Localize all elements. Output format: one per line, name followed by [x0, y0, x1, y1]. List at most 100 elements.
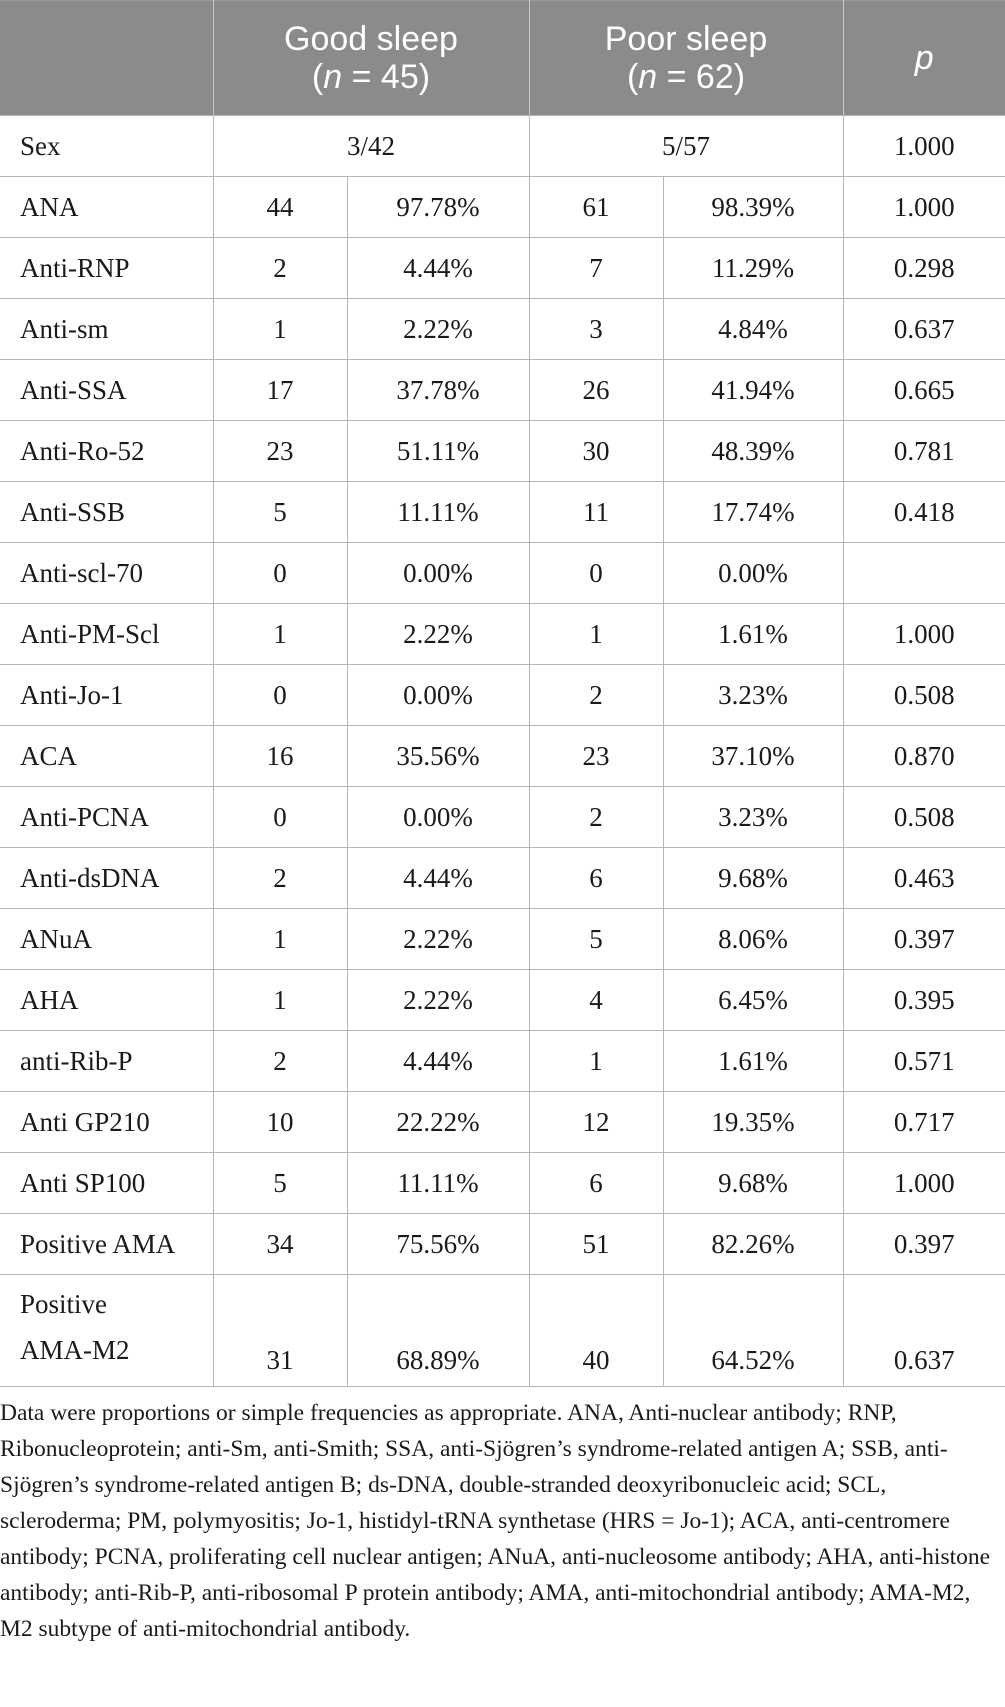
good-sleep-count: 5 — [212, 481, 348, 543]
poor-sleep-percent: 64.52% — [662, 1274, 844, 1387]
good-sleep-count: 0 — [212, 664, 348, 726]
poor-sleep-percent: 82.26% — [662, 1213, 844, 1275]
good-sleep-count: 1 — [212, 603, 348, 665]
good-sleep-percent: 0.00% — [346, 786, 530, 848]
good-sleep-count: 1 — [212, 969, 348, 1031]
table-row: Anti-dsDNA 2 4.44% 6 9.68% 0.463 — [0, 847, 1005, 909]
poor-sleep-count: 51 — [528, 1213, 664, 1275]
table-container: Good sleep (n = 45) Poor sleep (n = 62) … — [0, 0, 1005, 1642]
poor-sleep-percent: 1.61% — [662, 603, 844, 665]
poor-sleep-count: 7 — [528, 237, 664, 299]
poor-sleep-count: 23 — [528, 725, 664, 787]
good-sleep-percent: 68.89% — [346, 1274, 530, 1387]
p-value: 0.870 — [842, 725, 1005, 787]
header-poor-sleep: Poor sleep (n = 62) — [528, 0, 844, 116]
poor-sleep-count: 0 — [528, 542, 664, 604]
p-value: 1.000 — [842, 1152, 1005, 1214]
p-value: 1.000 — [842, 603, 1005, 665]
poor-sleep-count: 1 — [528, 1030, 664, 1092]
row-label: ANA — [0, 176, 214, 238]
p-value: 0.463 — [842, 847, 1005, 909]
table-row: Anti GP210 10 22.22% 12 19.35% 0.717 — [0, 1091, 1005, 1153]
row-label: Sex — [0, 115, 214, 177]
good-sleep-percent: 2.22% — [346, 969, 530, 1031]
good-sleep-percent: 11.11% — [346, 1152, 530, 1214]
p-value: 0.397 — [842, 1213, 1005, 1275]
good-sleep-percent: 35.56% — [346, 725, 530, 787]
good-sleep-count: 2 — [212, 1030, 348, 1092]
header-poor-n: (n = 62) — [626, 58, 746, 96]
header-p-value: p — [842, 0, 1005, 116]
table-row: Anti-scl-70 0 0.00% 0 0.00% — [0, 542, 1005, 604]
antibody-table: Good sleep (n = 45) Poor sleep (n = 62) … — [0, 0, 1005, 1387]
row-label-line2: AMA-M2 — [20, 1335, 130, 1365]
p-value: 0.781 — [842, 420, 1005, 482]
poor-sleep-count: 5 — [528, 908, 664, 970]
good-sleep-percent: 2.22% — [346, 908, 530, 970]
poor-sleep-count: 61 — [528, 176, 664, 238]
good-sleep-count: 1 — [212, 298, 348, 360]
poor-sleep-percent: 98.39% — [662, 176, 844, 238]
good-sleep-count: 0 — [212, 542, 348, 604]
poor-sleep-percent: 9.68% — [662, 847, 844, 909]
row-label: ACA — [0, 725, 214, 787]
poor-sleep-percent: 17.74% — [662, 481, 844, 543]
poor-sleep-percent: 3.23% — [662, 664, 844, 726]
table-row: Anti-RNP 2 4.44% 7 11.29% 0.298 — [0, 237, 1005, 299]
good-sleep-percent: 0.00% — [346, 664, 530, 726]
poor-sleep-count: 3 — [528, 298, 664, 360]
table-row: Anti-Ro-52 23 51.11% 30 48.39% 0.781 — [0, 420, 1005, 482]
p-value: 0.717 — [842, 1091, 1005, 1153]
good-sleep-count: 16 — [212, 725, 348, 787]
header-poor-label: Poor sleep — [604, 20, 768, 58]
poor-sleep-percent: 9.68% — [662, 1152, 844, 1214]
row-label: AHA — [0, 969, 214, 1031]
header-good-label: Good sleep — [284, 20, 458, 58]
good-sleep-percent: 75.56% — [346, 1213, 530, 1275]
poor-sleep-percent: 41.94% — [662, 359, 844, 421]
poor-sleep-percent: 48.39% — [662, 420, 844, 482]
table-row: Positive AMA 34 75.56% 51 82.26% 0.397 — [0, 1213, 1005, 1275]
poor-sleep-percent: 37.10% — [662, 725, 844, 787]
row-label-line1: Positive — [20, 1289, 108, 1319]
good-sleep-percent: 0.00% — [346, 542, 530, 604]
good-sleep-count: 1 — [212, 908, 348, 970]
table-row: ANuA 1 2.22% 5 8.06% 0.397 — [0, 908, 1005, 970]
row-label: Anti-RNP — [0, 237, 214, 299]
p-value: 0.397 — [842, 908, 1005, 970]
good-sleep-percent: 97.78% — [346, 176, 530, 238]
good-sleep-percent: 11.11% — [346, 481, 530, 543]
header-good-n: (n = 45) — [311, 58, 431, 96]
p-value: 0.508 — [842, 786, 1005, 848]
poor-sleep-count: 40 — [528, 1274, 664, 1387]
table-row: Anti-Jo-1 0 0.00% 2 3.23% 0.508 — [0, 664, 1005, 726]
p-value: 0.508 — [842, 664, 1005, 726]
poor-sleep-percent: 4.84% — [662, 298, 844, 360]
p-value: 0.665 — [842, 359, 1005, 421]
good-sleep-percent: 4.44% — [346, 1030, 530, 1092]
table-row: Anti SP100 5 11.11% 6 9.68% 1.000 — [0, 1152, 1005, 1214]
good-sleep-count: 2 — [212, 847, 348, 909]
p-value — [842, 542, 1005, 604]
good-sleep-count: 0 — [212, 786, 348, 848]
poor-sleep-count: 4 — [528, 969, 664, 1031]
poor-sleep-count: 2 — [528, 786, 664, 848]
p-value: 0.298 — [842, 237, 1005, 299]
poor-sleep-count: 6 — [528, 1152, 664, 1214]
row-label: anti-Rib-P — [0, 1030, 214, 1092]
p-value: 1.000 — [842, 176, 1005, 238]
poor-sleep-percent: 11.29% — [662, 237, 844, 299]
row-label: Anti-SSB — [0, 481, 214, 543]
table-row: Anti-PCNA 0 0.00% 2 3.23% 0.508 — [0, 786, 1005, 848]
table-row: Anti-PM-Scl 1 2.22% 1 1.61% 1.000 — [0, 603, 1005, 665]
table-header-row: Good sleep (n = 45) Poor sleep (n = 62) … — [0, 0, 1005, 116]
good-sleep-percent: 2.22% — [346, 298, 530, 360]
row-label: Anti-Ro-52 — [0, 420, 214, 482]
good-sleep-percent: 51.11% — [346, 420, 530, 482]
row-label: Positive AMA-M2 — [0, 1274, 214, 1387]
good-sleep-count: 23 — [212, 420, 348, 482]
good-sleep-percent: 4.44% — [346, 847, 530, 909]
good-sleep-count: 2 — [212, 237, 348, 299]
p-value: 0.637 — [842, 1274, 1005, 1387]
table-row: AHA 1 2.22% 4 6.45% 0.395 — [0, 969, 1005, 1031]
